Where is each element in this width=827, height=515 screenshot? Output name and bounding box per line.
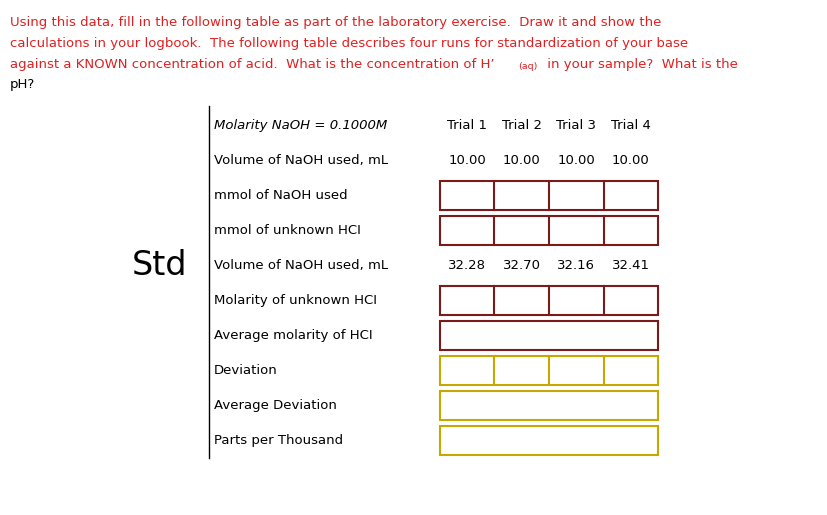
FancyBboxPatch shape [439,286,657,315]
Text: 10.00: 10.00 [447,154,485,167]
Text: mmol of NaOH used: mmol of NaOH used [213,189,347,202]
Text: 32.41: 32.41 [611,259,649,272]
FancyBboxPatch shape [439,321,657,350]
Text: 32.16: 32.16 [557,259,595,272]
Text: (aq): (aq) [518,62,537,71]
Text: Deviation: Deviation [213,364,277,377]
Text: Molarity NaOH = 0.1000M: Molarity NaOH = 0.1000M [213,119,386,132]
Text: in your sample?  What is the: in your sample? What is the [543,58,737,71]
Text: Std: Std [131,249,188,282]
Text: 10.00: 10.00 [502,154,540,167]
Text: Molarity of unknown HCI: Molarity of unknown HCI [213,294,376,307]
Text: Average Deviation: Average Deviation [213,399,336,413]
Text: 10.00: 10.00 [557,154,595,167]
FancyBboxPatch shape [439,356,657,385]
Text: mmol of unknown HCI: mmol of unknown HCI [213,224,360,237]
Text: Trial 2: Trial 2 [501,119,541,132]
FancyBboxPatch shape [439,216,657,245]
Text: calculations in your logbook.  The following table describes four runs for stand: calculations in your logbook. The follow… [10,37,687,50]
Text: 32.70: 32.70 [502,259,540,272]
Text: pH?: pH? [10,78,35,91]
Text: Using this data, fill in the following table as part of the laboratory exercise.: Using this data, fill in the following t… [10,16,661,29]
Text: Trial 4: Trial 4 [610,119,650,132]
Text: Average molarity of HCI: Average molarity of HCI [213,329,372,342]
Text: Volume of NaOH used, mL: Volume of NaOH used, mL [213,154,387,167]
Text: against a KNOWN concentration of acid.  What is the concentration of H’: against a KNOWN concentration of acid. W… [10,58,494,71]
FancyBboxPatch shape [439,426,657,455]
Text: Trial 1: Trial 1 [447,119,486,132]
Text: 32.28: 32.28 [447,259,485,272]
Text: Trial 3: Trial 3 [556,119,595,132]
Text: 10.00: 10.00 [611,154,649,167]
Text: Volume of NaOH used, mL: Volume of NaOH used, mL [213,259,387,272]
Text: Parts per Thousand: Parts per Thousand [213,434,342,448]
FancyBboxPatch shape [439,391,657,420]
FancyBboxPatch shape [439,181,657,210]
